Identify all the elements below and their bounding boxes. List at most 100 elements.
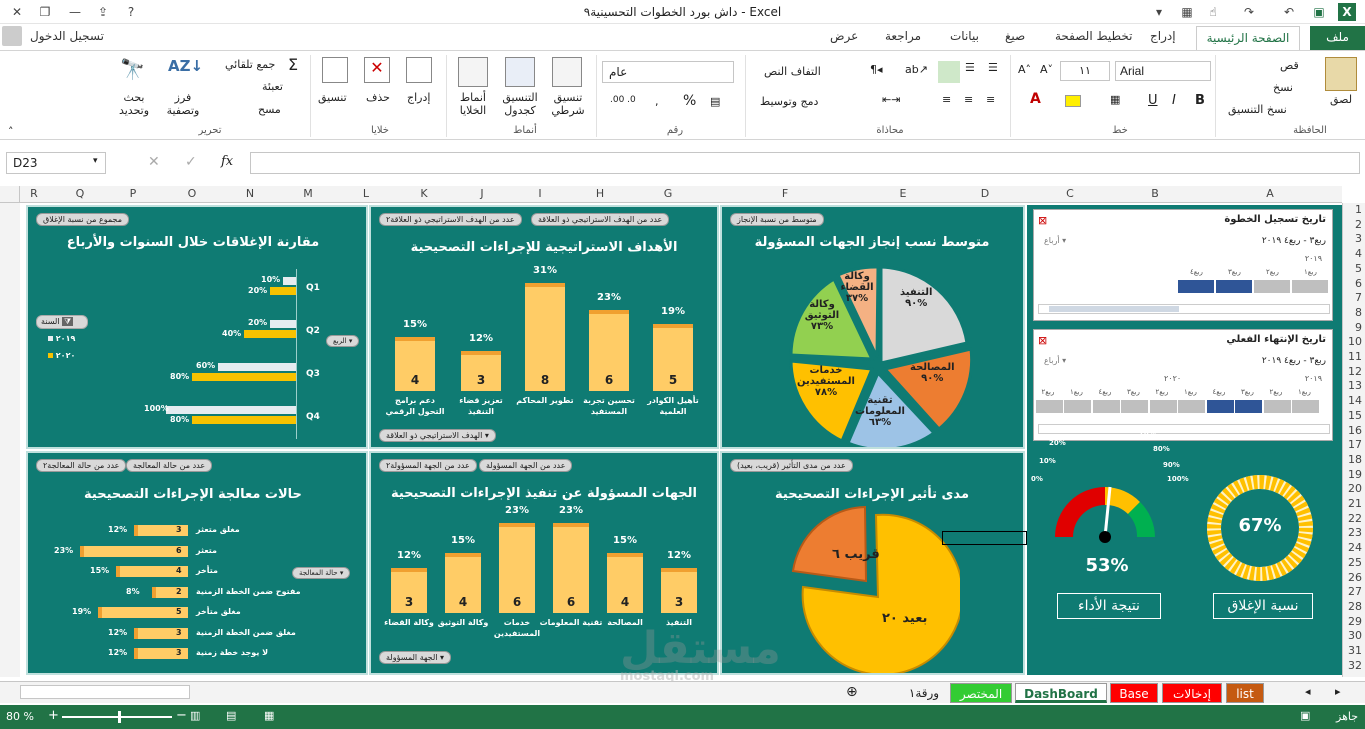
borders-icon[interactable]: ▦ [1110, 93, 1121, 106]
column-header-F[interactable]: F [781, 187, 789, 200]
decimal-icons[interactable]: .00 .0 [610, 95, 636, 105]
insert-cells-icon[interactable] [406, 57, 432, 83]
slicer2-cell[interactable] [1121, 400, 1148, 413]
indent-icon[interactable]: ⇤⇥ [882, 93, 901, 106]
undo-icon[interactable]: ↶ [1283, 5, 1295, 19]
touch-mode-icon[interactable]: ☝ [1209, 5, 1217, 19]
column-header-P[interactable]: P [129, 187, 137, 200]
pill-avg[interactable]: متوسط من نسبة الإنجاز [730, 213, 824, 226]
row-header-2[interactable]: 2 [1355, 217, 1362, 231]
enter-formula-icon[interactable]: ✓ [185, 154, 197, 170]
slicer1-cell[interactable] [1178, 280, 1214, 293]
row-header-29[interactable]: 29 [1348, 614, 1362, 628]
paste-icon[interactable] [1325, 57, 1357, 91]
row-header-26[interactable]: 26 [1348, 570, 1362, 584]
autosum-button[interactable]: جمع تلقائي [225, 58, 276, 71]
row-header-16[interactable]: 16 [1348, 423, 1362, 437]
format-painter-button[interactable]: نسخ التنسيق [1228, 103, 1287, 116]
entities-filter-button[interactable]: الجهة المسؤولة ▾ [379, 651, 452, 664]
horizontal-scrollbar[interactable] [20, 685, 190, 699]
row-header-18[interactable]: 18 [1348, 452, 1362, 466]
clear-button[interactable]: مسح [258, 103, 281, 116]
delete-cells-icon[interactable]: ✕ [364, 57, 390, 83]
slicer2-cell[interactable] [1149, 400, 1177, 413]
slicer2-scrollbar[interactable] [1038, 424, 1330, 434]
row-header-1[interactable]: 1 [1355, 203, 1362, 216]
decrease-font-icon[interactable]: A˅ [1040, 63, 1054, 76]
row-header-5[interactable]: 5 [1355, 261, 1362, 275]
slicer1-scrollbar[interactable] [1038, 304, 1330, 314]
sort-filter-icon[interactable]: AZ↓ [168, 57, 204, 75]
normal-view-icon[interactable]: ▦ [264, 709, 275, 722]
wrap-text-button[interactable]: التفاف النص [764, 65, 821, 78]
slicer2-cell[interactable] [1235, 400, 1262, 413]
row-header-17[interactable]: 17 [1348, 438, 1362, 452]
slicer1-cell[interactable] [1216, 280, 1252, 293]
slicer2-cell[interactable] [1263, 400, 1291, 413]
row-header-4[interactable]: 4 [1355, 247, 1362, 261]
name-box-dropdown-icon[interactable]: ▾ [93, 156, 98, 166]
column-header-G[interactable]: G [663, 187, 673, 200]
row-header-32[interactable]: 32 [1348, 658, 1362, 672]
conditional-formatting-icon[interactable] [552, 57, 582, 87]
pill-strategic-1[interactable]: عدد من الهدف الاستراتيجي ذو العلاقة [531, 213, 670, 226]
strategic-filter-button[interactable]: الهدف الاستراتيجي ذو العلاقة ▾ [379, 429, 496, 442]
tab-view[interactable]: عرض [830, 29, 859, 43]
slicer2-unit[interactable]: أرباع ▾ [1044, 356, 1067, 365]
row-header-20[interactable]: 20 [1348, 482, 1362, 496]
help-icon[interactable]: ? [127, 5, 135, 19]
font-size-select[interactable]: ١١ [1060, 61, 1110, 81]
row-header-9[interactable]: 9 [1355, 320, 1362, 334]
row-header-6[interactable]: 6 [1355, 276, 1362, 290]
pill-closure-sum[interactable]: مجموع من نسبة الإغلاق [36, 213, 129, 226]
font-name-select[interactable]: Arial [1115, 61, 1211, 81]
row-header-22[interactable]: 22 [1348, 511, 1362, 525]
format-cells-icon[interactable] [322, 57, 348, 83]
sort-filter-button[interactable]: فرز وتصفية [166, 91, 200, 117]
column-header-D[interactable]: D [980, 187, 990, 200]
cancel-formula-icon[interactable]: ✕ [148, 154, 160, 170]
delete-cells-button[interactable]: حذف [366, 91, 390, 104]
slicer1-cell[interactable] [1254, 280, 1290, 293]
sheet-tab-sheet1[interactable]: ورقة١ [900, 683, 948, 703]
rtl-icon[interactable]: ¶◂ [870, 63, 883, 76]
orientation-icon[interactable]: ab↗ [905, 63, 928, 76]
slicer1-unit[interactable]: أرباع ▾ [1044, 236, 1067, 245]
status-filter-button[interactable]: حالة المعالجة ▾ [292, 567, 351, 579]
italic-button[interactable]: I [1172, 93, 1176, 108]
column-header-O[interactable]: O [187, 187, 197, 200]
page-break-view-icon[interactable]: ▥ [190, 709, 201, 722]
tab-data[interactable]: بيانات [950, 29, 979, 43]
sheet-tab-dashboard[interactable]: DashBoard [1015, 683, 1107, 703]
row-header-7[interactable]: 7 [1355, 291, 1362, 305]
pill-impact[interactable]: عدد من مدى التأثير (قريب، بعيد) [730, 459, 853, 472]
collapse-ribbon-icon[interactable]: ˄ [8, 125, 14, 138]
row-header-8[interactable]: 8 [1355, 305, 1362, 319]
selected-cell-D23[interactable] [942, 531, 1027, 545]
slicer2-clear-icon[interactable]: ⊠ [1038, 334, 1048, 347]
pill-strategic-2[interactable]: عدد من الهدف الاستراتيجي ذو العلاقة٢ [379, 213, 522, 226]
percent-button[interactable]: % [683, 93, 697, 109]
tab-page-layout[interactable]: تخطيط الصفحة [1055, 29, 1133, 43]
align-right-icon[interactable]: ≡ [942, 93, 952, 106]
quarter-filter-button[interactable]: الربع ▾ [326, 335, 360, 347]
column-header-A[interactable]: A [1266, 187, 1274, 200]
pill-entities-1[interactable]: عدد من الجهة المسؤولة [479, 459, 573, 472]
column-header-L[interactable]: L [362, 187, 370, 200]
customize-qat-icon[interactable]: ▾ [1155, 5, 1163, 19]
pill-status-2[interactable]: عدد من حالة المعالجة٢ [36, 459, 127, 472]
pill-status-1[interactable]: عدد من حالة المعالجة [126, 459, 213, 472]
ribbon-display-icon[interactable]: ⇪ [97, 5, 109, 19]
year-filter-button[interactable]: السنة ⧩ [36, 315, 88, 329]
row-header-25[interactable]: 25 [1348, 555, 1362, 569]
zoom-in-icon[interactable]: + [48, 708, 59, 723]
tab-review[interactable]: مراجعة [885, 29, 922, 43]
align-middle-icon[interactable] [938, 61, 960, 83]
row-header-13[interactable]: 13 [1348, 379, 1362, 393]
vertical-scrollbar[interactable] [0, 203, 20, 677]
format-as-table-button[interactable]: التنسيق كجدول [502, 91, 538, 117]
tab-insert[interactable]: إدراج [1150, 29, 1176, 43]
tab-home[interactable]: الصفحة الرئيسية [1196, 26, 1300, 50]
sheet-tab-summary[interactable]: المختصر [950, 683, 1012, 703]
fill-button[interactable]: تعبئة [262, 80, 283, 93]
